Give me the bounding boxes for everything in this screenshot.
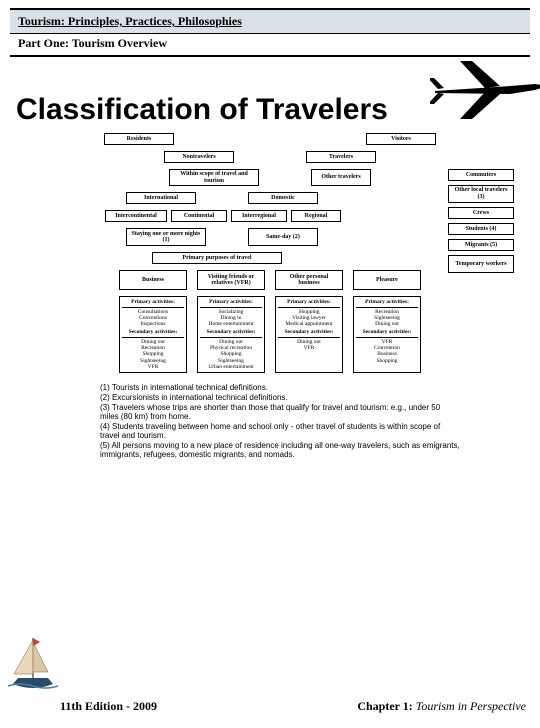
node-interregional: Interregional	[231, 210, 287, 222]
label: Primary activities:	[200, 299, 262, 307]
node-scope: Within scope of travel and tourism	[169, 169, 259, 186]
sailboat-icon	[8, 634, 58, 694]
col-other: Primary activities: Shopping Visiting la…	[275, 296, 343, 373]
footnote-4: (4) Students traveling between home and …	[100, 422, 460, 441]
list: Dining out Physical recreation Shopping …	[200, 339, 262, 371]
node-other-personal: Other personal business	[275, 270, 343, 290]
col-vfr: Primary activities: Socializing Dining i…	[197, 296, 265, 373]
purpose-row-titles: Business Visiting friends or relatives (…	[30, 270, 510, 290]
label: Primary activities:	[278, 299, 340, 307]
list: VFR Convention Business Shopping	[356, 339, 418, 364]
list: Consultations Conventions Inspections	[122, 309, 184, 328]
node-regional: Regional	[291, 210, 341, 222]
label: Secondary activities:	[278, 329, 340, 337]
footnote-5: (5) All persons moving to a new place of…	[100, 441, 460, 460]
node-intercontinental: Intercontinental	[105, 210, 167, 222]
footnote-2: (2) Excursionists in international techn…	[100, 393, 460, 403]
col-business: Primary activities: Consultations Conven…	[119, 296, 187, 373]
node-vfr: Visiting friends or relatives (VFR)	[197, 270, 265, 290]
label: Secondary activities:	[356, 329, 418, 337]
footer-chapter: Chapter 1: Tourism in Perspective	[357, 699, 526, 714]
label: Primary activities:	[356, 299, 418, 307]
node-pleasure: Pleasure	[353, 270, 421, 290]
node-sameday: Same-day (2)	[248, 228, 318, 246]
list: Socializing Dining in Home entertainment	[200, 309, 262, 328]
node-travelers: Travelers	[306, 151, 376, 163]
node-continental: Continental	[171, 210, 227, 222]
node-visitors: Visitors	[366, 133, 436, 145]
node-domestic: Domestic	[248, 192, 318, 204]
airplane-icon	[430, 56, 540, 126]
footnotes: (1) Tourists in international technical …	[100, 383, 460, 460]
footnote-3: (3) Travelers whose trips are shorter th…	[100, 403, 460, 422]
list: Dining out VFR	[278, 339, 340, 352]
node-nontravelers: Nontravelers	[164, 151, 234, 163]
node-commuters: Commuters	[448, 169, 514, 181]
label: Secondary activities:	[122, 329, 184, 337]
node-other-trav: Other travelers	[311, 169, 371, 186]
list: Recreation Sightseeing Dining out	[356, 309, 418, 328]
footnote-1: (1) Tourists in international technical …	[100, 383, 460, 393]
node-staying: Staying one or more nights (1)	[126, 228, 206, 246]
node-business: Business	[119, 270, 187, 290]
node-international: International	[126, 192, 196, 204]
part-subtitle: Part One: Tourism Overview	[10, 34, 530, 57]
label: Secondary activities:	[200, 329, 262, 337]
classification-chart: Residents Visitors Nontravelers Traveler…	[30, 133, 510, 373]
label: Primary activities:	[122, 299, 184, 307]
footer-edition: 11th Edition - 2009	[60, 699, 157, 714]
node-residents: Residents	[104, 133, 174, 145]
node-purposes: Primary purposes of travel	[152, 252, 282, 264]
col-pleasure: Primary activities: Recreation Sightseei…	[353, 296, 421, 373]
list: Shopping Visiting lawyer Medical appoint…	[278, 309, 340, 328]
chapter-title: Tourism in Perspective	[416, 699, 526, 713]
list: Dining out Recreation Shopping Sightseei…	[122, 339, 184, 371]
book-title-band: Tourism: Principles, Practices, Philosop…	[10, 8, 530, 34]
chapter-number: Chapter 1:	[357, 699, 412, 713]
purpose-row-details: Primary activities: Consultations Conven…	[30, 296, 510, 373]
